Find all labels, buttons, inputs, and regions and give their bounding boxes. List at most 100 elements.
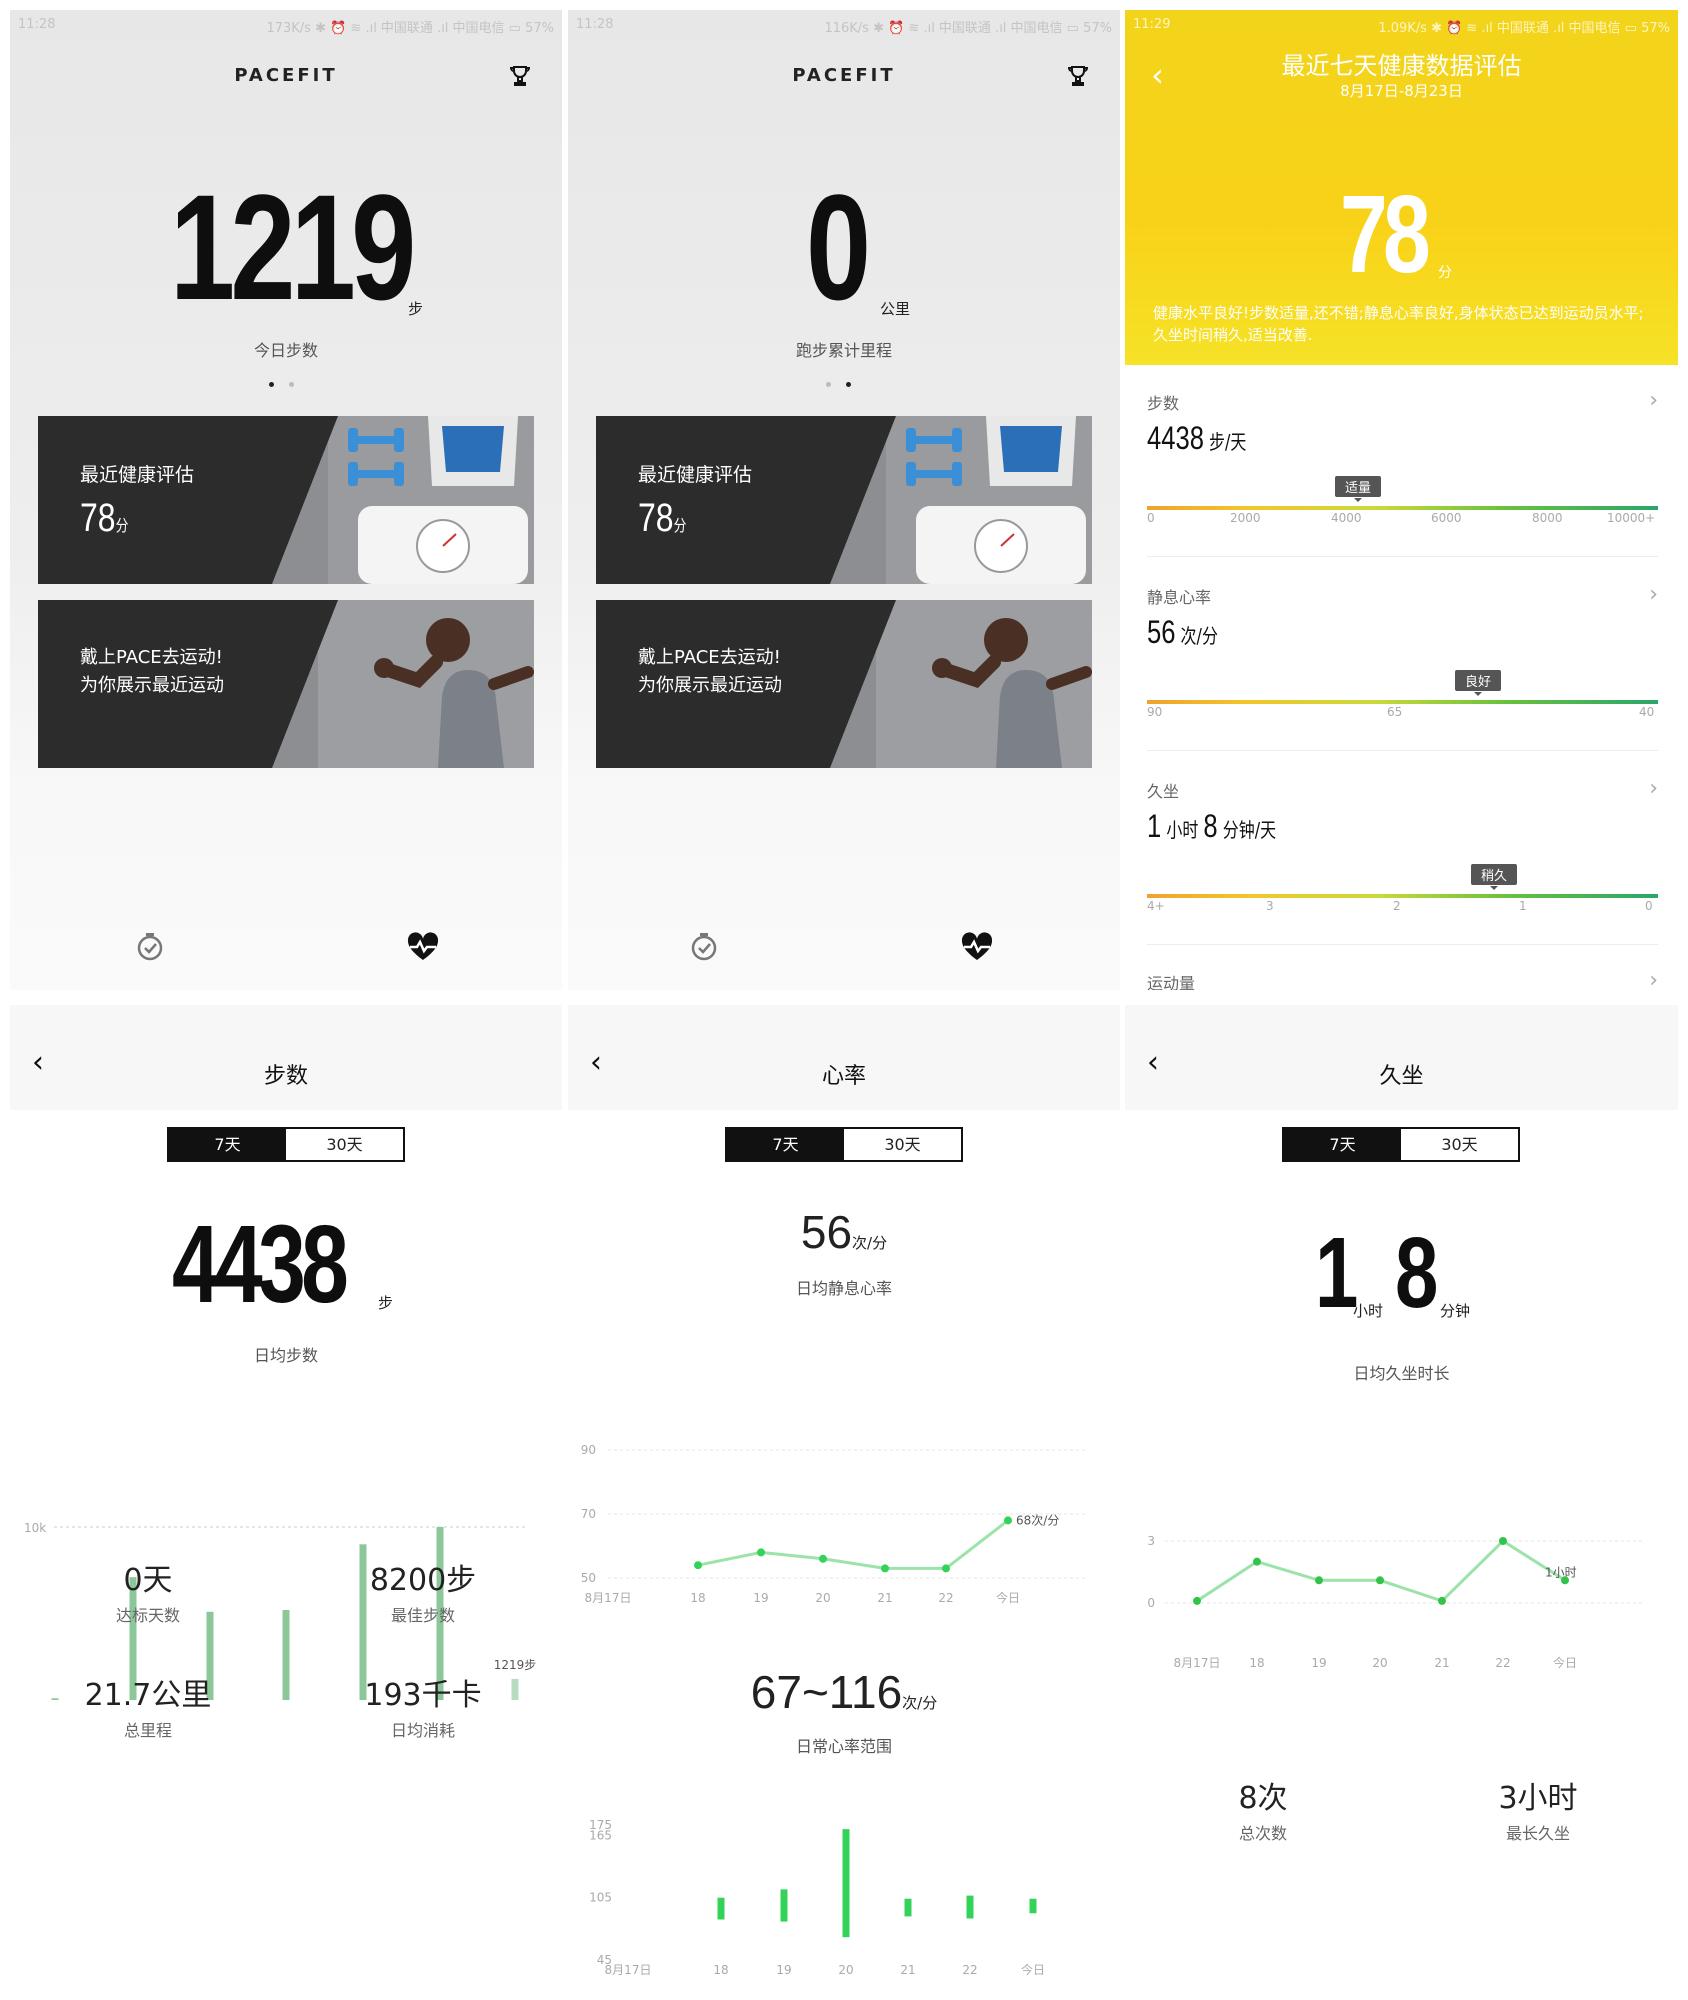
stat-value: 8200步: [369, 1563, 477, 1598]
x-tick-label: 18: [690, 1591, 705, 1605]
bar: [511, 1678, 519, 1700]
tick-label: 1: [1519, 899, 1527, 913]
x-tick-label: 21: [1434, 1656, 1449, 1670]
sitting-hours-unit: 小时: [1161, 818, 1204, 842]
stat-value: 0天: [123, 1563, 173, 1598]
back-icon[interactable]: ‹: [590, 1045, 602, 1080]
resting-hr-level-tag: 良好: [1455, 670, 1502, 696]
divider: [1147, 556, 1658, 557]
sitting-line-chart: 3 0 8月17日 18 19 20 21 22 今日 1小时: [1147, 1535, 1645, 1670]
workout-card[interactable]: 戴上PACE去运动! 为你展示最近运动: [38, 600, 534, 768]
score-unit: 分: [115, 518, 129, 535]
assessment-score: 78: [1340, 173, 1431, 296]
stat-value: 21.7公里: [84, 1678, 212, 1713]
tick-label: 8000: [1532, 511, 1563, 525]
resting-hr-value: 56: [800, 1206, 853, 1258]
status-indicators: 116K/s ✱ ⏰ ≋ .ıl 中国联通 .ıl 中国电信 ▭ 57%: [824, 21, 1112, 36]
tick-label: 4000: [1331, 511, 1362, 525]
data-point: [1499, 1537, 1507, 1545]
heart-icon[interactable]: [406, 932, 440, 962]
health-card-score: 78分: [638, 496, 686, 541]
bar: [359, 1544, 367, 1700]
avg-steps-value: 4438: [172, 1203, 349, 1326]
home-steps-screen: 11:28 173K/s ✱ ⏰ ≋ .ıl 中国联通 .ıl 中国电信 ▭ 5…: [10, 10, 562, 990]
distance-unit: 公里: [880, 300, 911, 318]
chevron-right-icon: ›: [1649, 776, 1658, 801]
y-tick-label: 50: [581, 1571, 596, 1585]
avg-steps: 4438: [1147, 420, 1204, 456]
back-icon[interactable]: ‹: [32, 1045, 44, 1080]
status-indicators: 173K/s ✱ ⏰ ≋ .ıl 中国联通 .ıl 中国电信 ▭ 57%: [266, 21, 554, 36]
sitting-hours: 1: [1147, 808, 1162, 844]
stat-label: 总次数: [1238, 1824, 1287, 1843]
watch-icon[interactable]: [135, 932, 165, 962]
x-tick-label: 8月17日: [605, 1963, 652, 1975]
bar: [129, 1577, 137, 1700]
x-tick-label: 8月17日: [585, 1591, 632, 1605]
trophy-icon[interactable]: [508, 64, 532, 88]
trophy-icon[interactable]: [1066, 64, 1090, 88]
divider: [1147, 750, 1658, 751]
health-assessment-card[interactable]: 最近健康评估 78分: [38, 416, 534, 584]
steps-section-value: 4438 步/天: [1147, 420, 1246, 457]
score-value: 78: [80, 496, 116, 540]
hr-range-value: 67~116: [750, 1666, 903, 1718]
y-tick-label: 45: [597, 1953, 612, 1967]
page-indicator: [826, 382, 831, 387]
sitting-detail-screen: ‹ 久坐 7天 30天 1 小时 8 分钟 日均久坐时长 3 0 8月17日 18 19…: [1125, 1005, 1678, 1990]
divider: [1147, 944, 1658, 945]
range-tabs: 7天 30天: [725, 1127, 963, 1162]
x-tick-label: 18: [713, 1963, 728, 1975]
today-steps-value: 1219: [170, 163, 416, 331]
x-tick-label: 19: [776, 1963, 791, 1975]
range-tabs: 7天 30天: [167, 1127, 405, 1162]
avg-steps-unit: 步/天: [1203, 430, 1247, 454]
page-title: 心率: [821, 1064, 866, 1089]
sitting-level-tag: 稍久: [1471, 864, 1518, 890]
sitting-label: 日均久坐时长: [1353, 1364, 1450, 1383]
tab-30-days[interactable]: 30天: [1441, 1135, 1478, 1154]
tab-7-days[interactable]: 7天: [727, 1129, 844, 1160]
data-point: [1253, 1557, 1261, 1566]
workout-card-text: 戴上PACE去运动! 为你展示最近运动: [638, 644, 782, 700]
chevron-right-icon: ›: [1649, 968, 1658, 990]
back-icon[interactable]: ‹: [1147, 1045, 1159, 1080]
data-point: [942, 1564, 950, 1573]
workout-line-1: 戴上PACE去运动!: [638, 647, 781, 668]
stat-label: 日均消耗: [390, 1721, 455, 1740]
chevron-right-icon: ›: [1649, 582, 1658, 607]
tick-label: 90: [1147, 705, 1163, 719]
activity-title: 运动量: [1147, 974, 1196, 990]
sitting-value: 1 小时 8 分钟/天: [1147, 808, 1276, 845]
y-tick-label: 70: [581, 1507, 596, 1521]
tab-7-days[interactable]: 7天: [169, 1129, 286, 1160]
x-tick-label: 今日: [1553, 1655, 1577, 1670]
assessment-score-unit: 分: [1438, 265, 1452, 281]
scale-dumbbell-image: [328, 416, 534, 584]
watch-icon[interactable]: [689, 932, 719, 962]
status-bar: 11:28 116K/s ✱ ⏰ ≋ .ıl 中国联通 .ıl 中国电信 ▭ 5…: [568, 10, 1120, 42]
tick-label: 3: [1266, 899, 1274, 913]
health-assessment-card[interactable]: 最近健康评估 78分: [596, 416, 1092, 584]
back-icon[interactable]: ‹: [1151, 56, 1164, 94]
workout-card[interactable]: 戴上PACE去运动! 为你展示最近运动: [596, 600, 1092, 768]
hr-range-unit: 次/分: [902, 1694, 938, 1712]
tab-30-days[interactable]: 30天: [326, 1135, 363, 1154]
avg-steps-unit: 步: [378, 1294, 394, 1312]
tab-30-days[interactable]: 30天: [884, 1135, 921, 1154]
home-distance-screen: 11:28 116K/s ✱ ⏰ ≋ .ıl 中国联通 .ıl 中国电信 ▭ 5…: [568, 10, 1120, 990]
bar: [51, 1698, 59, 1700]
avg-steps-label: 日均步数: [253, 1346, 318, 1365]
resting-hr-label: 日均静息心率: [795, 1279, 892, 1298]
data-label: 1219步: [494, 1658, 537, 1672]
data-point: [1315, 1576, 1323, 1585]
workout-line-2: 为你展示最近运动: [638, 675, 782, 696]
run-distance-label: 跑步累计里程: [795, 341, 892, 360]
tab-7-days[interactable]: 7天: [1284, 1129, 1401, 1160]
heart-icon[interactable]: [960, 932, 994, 962]
tick-label: 65: [1387, 705, 1403, 719]
assessment-screen: 11:29 1.09K/s ✱ ⏰ ≋ .ıl 中国联通 .ıl 中国电信 ▭ …: [1125, 10, 1678, 990]
bar: [436, 1527, 444, 1700]
data-label: 1小时: [1545, 1565, 1577, 1579]
